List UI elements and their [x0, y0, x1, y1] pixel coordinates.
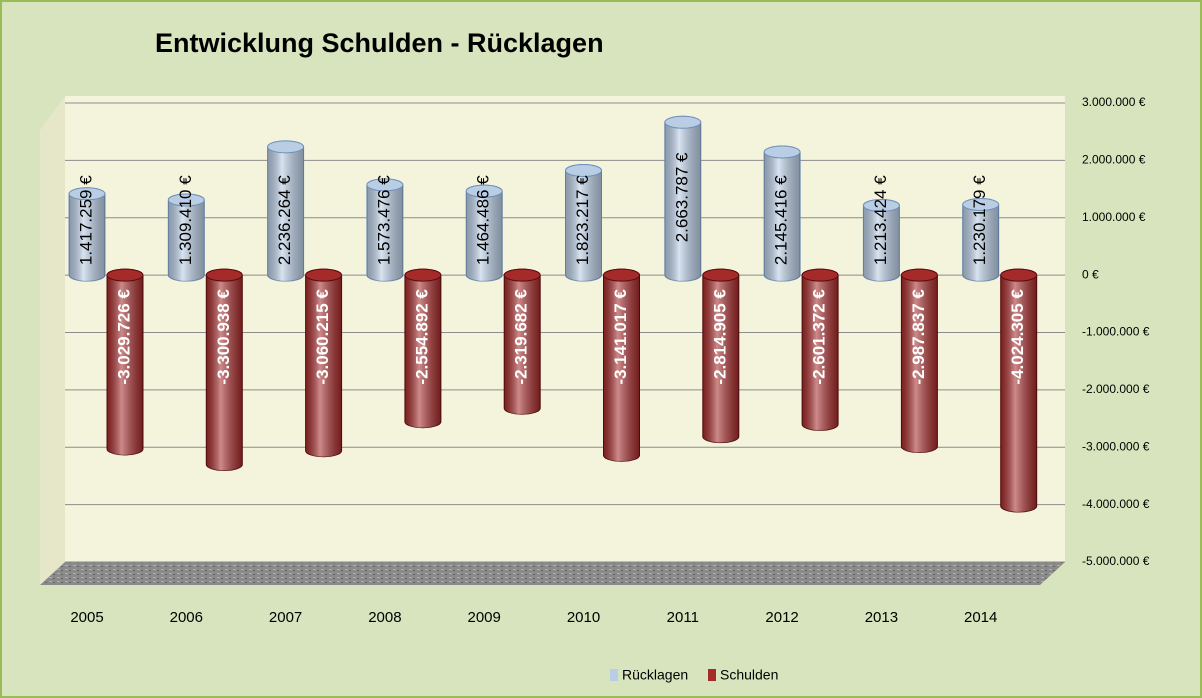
data-label: -3.029.726 €: [114, 289, 133, 385]
chart-title: Entwicklung Schulden - Rücklagen: [155, 28, 604, 58]
x-tick-label: 2013: [865, 609, 898, 626]
x-tick-label: 2007: [269, 609, 302, 626]
bar-cap: [702, 268, 740, 282]
data-label: 1.230.179 €: [970, 175, 989, 265]
bar-cap: [465, 184, 503, 198]
x-tick-label: 2009: [468, 609, 501, 626]
bar-cap: [664, 115, 702, 129]
bar-cap: [900, 268, 938, 282]
x-tick-label: 2005: [70, 609, 103, 626]
plot-area: 3.000.000 € 2.000.000 € 1.000.000 € 0 € -1.0…: [65, 95, 1150, 683]
bar-shine: [603, 269, 640, 462]
bar-cap: [305, 268, 343, 282]
x-tick-label: 2008: [368, 609, 401, 626]
data-label: -3.141.017 €: [611, 289, 630, 385]
bar-shine: [267, 140, 304, 282]
bar-shine: [1000, 269, 1037, 513]
bar-cap: [763, 145, 801, 159]
y-tick-label: -2.000.000 €: [1082, 382, 1150, 396]
data-label: 1.213.424 €: [871, 175, 890, 265]
y-tick-label: 2.000.000 €: [1082, 153, 1146, 167]
bar-cap: [106, 268, 144, 282]
bar-shine: [802, 269, 839, 431]
bar-shine: [107, 269, 143, 455]
data-label: -2.987.837 €: [909, 289, 928, 385]
bar-cap: [167, 193, 205, 207]
bar-cap: [962, 198, 1000, 212]
legend-label: Schulden: [720, 667, 778, 683]
data-label: 2.663.787 €: [672, 152, 691, 242]
y-tick-label: -4.000.000 €: [1082, 497, 1150, 511]
side-wall: [40, 96, 65, 585]
data-label: -2.601.372 €: [810, 289, 829, 385]
x-tick-label: 2012: [765, 609, 798, 626]
bar-shine: [962, 198, 999, 282]
bar-shine: [206, 269, 243, 471]
legend-label: Rücklagen: [622, 667, 688, 683]
bar-cap: [68, 187, 106, 201]
bar-shine: [366, 178, 403, 282]
x-tick-label: 2006: [170, 609, 203, 626]
bar-shine: [466, 185, 503, 282]
bar-cap: [862, 199, 900, 213]
legend-swatch: [610, 669, 618, 681]
data-label: -2.814.905 €: [710, 289, 729, 385]
bar-shine: [901, 269, 938, 453]
bar-cap: [267, 140, 305, 154]
data-label: 2.236.264 €: [275, 175, 294, 265]
data-label: 1.309.410 €: [176, 175, 195, 265]
x-tick-label: 2011: [667, 609, 699, 626]
data-label: 1.823.217 €: [573, 175, 592, 265]
data-label: 1.573.476 €: [374, 175, 393, 265]
x-tick-label: 2014: [964, 609, 997, 626]
bar-cap: [404, 268, 442, 282]
bar-shine: [764, 146, 801, 282]
bar-shine: [404, 269, 441, 428]
data-label: -3.060.215 €: [313, 289, 332, 385]
y-tick-label: -5.000.000 €: [1082, 554, 1150, 568]
bar-shine: [69, 187, 105, 282]
bar-cap: [603, 268, 640, 282]
data-label: -3.300.938 €: [214, 289, 233, 385]
y-tick-label: 1.000.000 €: [1082, 210, 1146, 224]
data-label: -2.554.892 €: [412, 289, 431, 385]
y-tick-label: 3.000.000 €: [1082, 95, 1146, 109]
bar-shine: [863, 199, 900, 282]
bar-shine: [565, 164, 602, 282]
legend-swatch: [708, 669, 716, 681]
bar-cap: [801, 268, 839, 282]
data-label: 1.464.486 €: [474, 175, 493, 265]
data-label: 1.417.259 €: [76, 175, 95, 265]
data-label: -4.024.305 €: [1008, 289, 1027, 385]
y-tick-label: -1.000.000 €: [1082, 325, 1150, 339]
bar-shine: [702, 269, 739, 443]
bar-cap: [205, 268, 243, 282]
floor: [40, 562, 1065, 585]
bar-shine: [305, 269, 342, 457]
y-tick-label: 0 €: [1082, 267, 1099, 281]
bar-shine: [664, 116, 701, 282]
bar-cap: [366, 178, 404, 192]
data-label: -2.319.682 €: [512, 289, 531, 385]
bar-cap: [503, 268, 541, 282]
bar-shine: [504, 269, 541, 415]
bar-cap: [1000, 268, 1038, 282]
bar-cap: [565, 164, 602, 178]
data-label: 2.145.416 €: [772, 175, 791, 265]
x-tick-label: 2010: [567, 609, 600, 626]
bar-shine: [168, 193, 205, 282]
y-tick-label: -3.000.000 €: [1082, 439, 1150, 453]
